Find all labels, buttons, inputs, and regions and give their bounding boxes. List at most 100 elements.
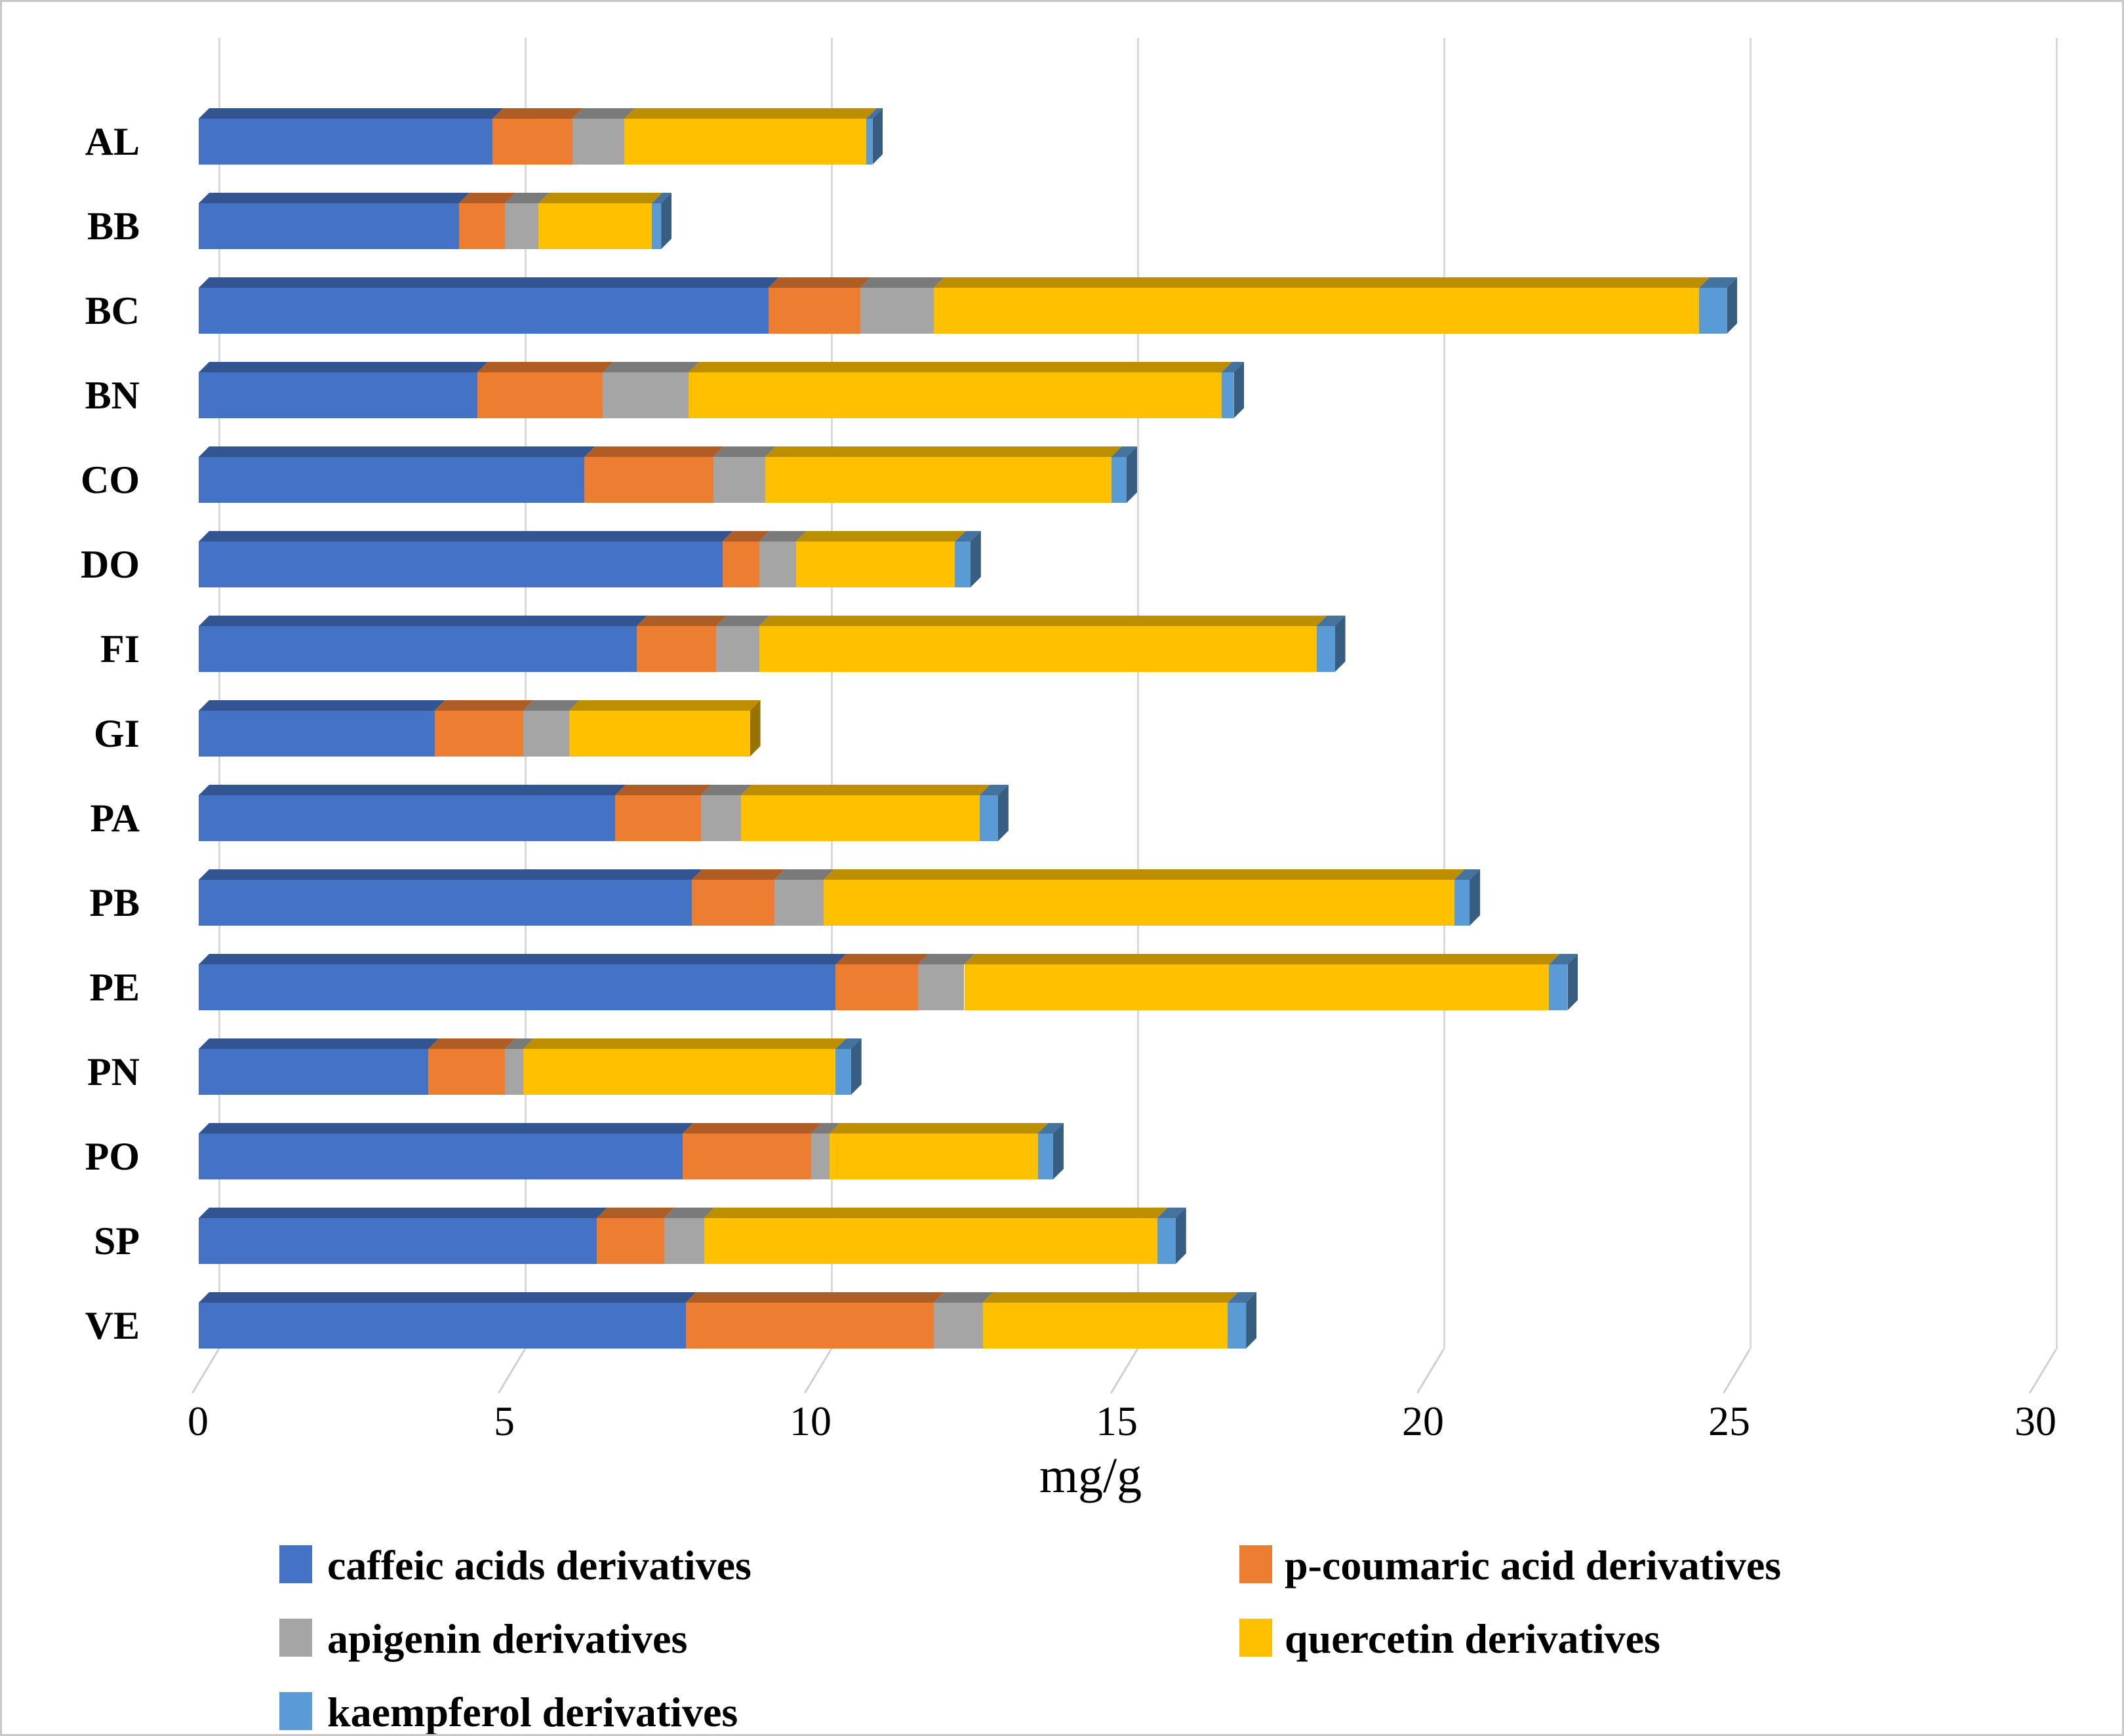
bar-segment-top-p-coumaric [434, 700, 534, 711]
bar-segment-quercetin [569, 711, 750, 757]
bar-segment-top-caffeic [199, 954, 847, 964]
bar-segment-kaempferol [1228, 1303, 1247, 1349]
gridline [525, 38, 527, 1349]
bar-segment-p-coumaric [615, 795, 701, 841]
bar-segment-p-coumaric [691, 880, 774, 926]
bar-segment-quercetin [765, 457, 1112, 503]
y-axis-label: FI [100, 627, 140, 671]
legend-swatch [1239, 1545, 1272, 1583]
bar-segment-p-coumaric [722, 542, 759, 587]
y-axis-label: PA [90, 797, 140, 840]
y-axis-label: BN [85, 374, 140, 417]
gridline [831, 38, 833, 1349]
bar-end-cap [970, 531, 981, 587]
bar-segment-top-p-coumaric [835, 954, 929, 964]
axis-tick [1110, 1349, 1138, 1394]
x-axis-title: mg/g [1039, 1448, 1142, 1503]
bar-segment-caffeic [199, 795, 616, 841]
bar-segment-p-coumaric [477, 372, 603, 418]
bar-segment-kaempferol [652, 203, 662, 249]
bar-segment-quercetin [538, 203, 652, 249]
bar-segment-kaempferol [1111, 457, 1127, 503]
bar-segment-top-apigenin [572, 108, 635, 119]
bar-segment-top-caffeic [199, 193, 470, 203]
bar-segment-quercetin [704, 1218, 1157, 1264]
bar-end-cap [872, 108, 883, 165]
bar-segment-quercetin [823, 880, 1454, 926]
gridline [218, 38, 220, 1349]
bar-segment-kaempferol [1316, 626, 1335, 672]
bar-segment-top-p-coumaric [615, 785, 711, 795]
bar-end-cap [1567, 954, 1578, 1010]
bar-segment-top-quercetin [830, 1123, 1049, 1134]
bar-segment-top-caffeic [199, 446, 595, 457]
y-axis-label: SP [93, 1219, 140, 1263]
bar-segment-caffeic [199, 880, 692, 926]
x-tick-label: 5 [494, 1398, 515, 1444]
axis-tick [2029, 1349, 2057, 1394]
bar-segment-top-quercetin [740, 785, 990, 795]
bar-segment-caffeic [199, 1218, 597, 1264]
bar-segment-top-p-coumaric [691, 869, 785, 880]
bar-end-cap [1175, 1208, 1186, 1264]
y-axis-label: DO [81, 543, 140, 586]
x-tick-label: 15 [1096, 1398, 1138, 1444]
bar-end-cap [851, 1038, 862, 1095]
bar-segment-top-quercetin [759, 616, 1327, 626]
bar-segment-p-coumaric [434, 711, 523, 757]
bar-segment-p-coumaric [428, 1049, 505, 1095]
bar-segment-top-quercetin [795, 531, 966, 542]
legend-label: caffeic acids derivatives [327, 1542, 751, 1588]
bar-segment-top-caffeic [199, 616, 647, 626]
bar-segment-kaempferol [1454, 880, 1470, 926]
bar-end-cap [997, 785, 1009, 841]
bar-segment-caffeic [199, 203, 459, 249]
gridline [1750, 38, 1752, 1349]
bar-segment-top-quercetin [704, 1208, 1168, 1218]
y-axis-label: PO [85, 1135, 140, 1178]
bar-segment-quercetin [523, 1049, 836, 1095]
bar-segment-kaempferol [979, 795, 998, 841]
bar-segment-kaempferol [1549, 964, 1568, 1010]
bar-end-cap [1233, 362, 1245, 418]
gridline [2056, 38, 2058, 1349]
bar-segment-top-apigenin [523, 700, 580, 711]
bar-segment-quercetin [689, 372, 1222, 418]
bar-segment-top-p-coumaric [458, 193, 515, 203]
axis-tick [804, 1349, 832, 1394]
y-axis-label: PB [89, 881, 140, 924]
bar-segment-top-p-coumaric [682, 1123, 822, 1134]
y-axis-label: BB [87, 205, 140, 248]
x-tick-label: 30 [2014, 1398, 2056, 1444]
bar-segment-top-p-coumaric [636, 616, 727, 626]
axis-tick [1416, 1349, 1445, 1394]
bar-segment-top-quercetin [624, 108, 877, 119]
y-axis-label: PE [89, 966, 140, 1009]
bar-segment-top-apigenin [603, 362, 699, 372]
legend-swatch [279, 1692, 312, 1730]
bar-end-cap [1246, 1292, 1257, 1349]
bar-segment-caffeic [199, 711, 435, 757]
bar-segment-top-quercetin [982, 1292, 1238, 1303]
bar-segment-kaempferol [1699, 288, 1727, 334]
bar-segment-top-caffeic [199, 108, 504, 119]
y-axis-label: GI [93, 712, 140, 755]
bar-segment-quercetin [624, 119, 867, 165]
bar-segment-top-kaempferol [1699, 277, 1738, 288]
bar-segment-apigenin [918, 964, 965, 1010]
bar-segment-caffeic [199, 372, 477, 418]
bar-segment-kaempferol [1157, 1218, 1176, 1264]
axis-tick [1723, 1349, 1751, 1394]
bar-segment-caffeic [199, 457, 585, 503]
bar-segment-top-quercetin [765, 446, 1122, 457]
bar-segment-p-coumaric [458, 203, 505, 249]
bar-segment-kaempferol [835, 1049, 851, 1095]
bar-segment-apigenin [713, 457, 765, 503]
bar-segment-top-caffeic [199, 785, 626, 795]
bar-segment-top-caffeic [199, 700, 445, 711]
bar-segment-top-quercetin [523, 1038, 847, 1049]
gridline [1137, 38, 1139, 1349]
bar-segment-top-apigenin [664, 1208, 715, 1218]
bar-segment-caffeic [199, 119, 493, 165]
bar-segment-top-apigenin [505, 193, 550, 203]
